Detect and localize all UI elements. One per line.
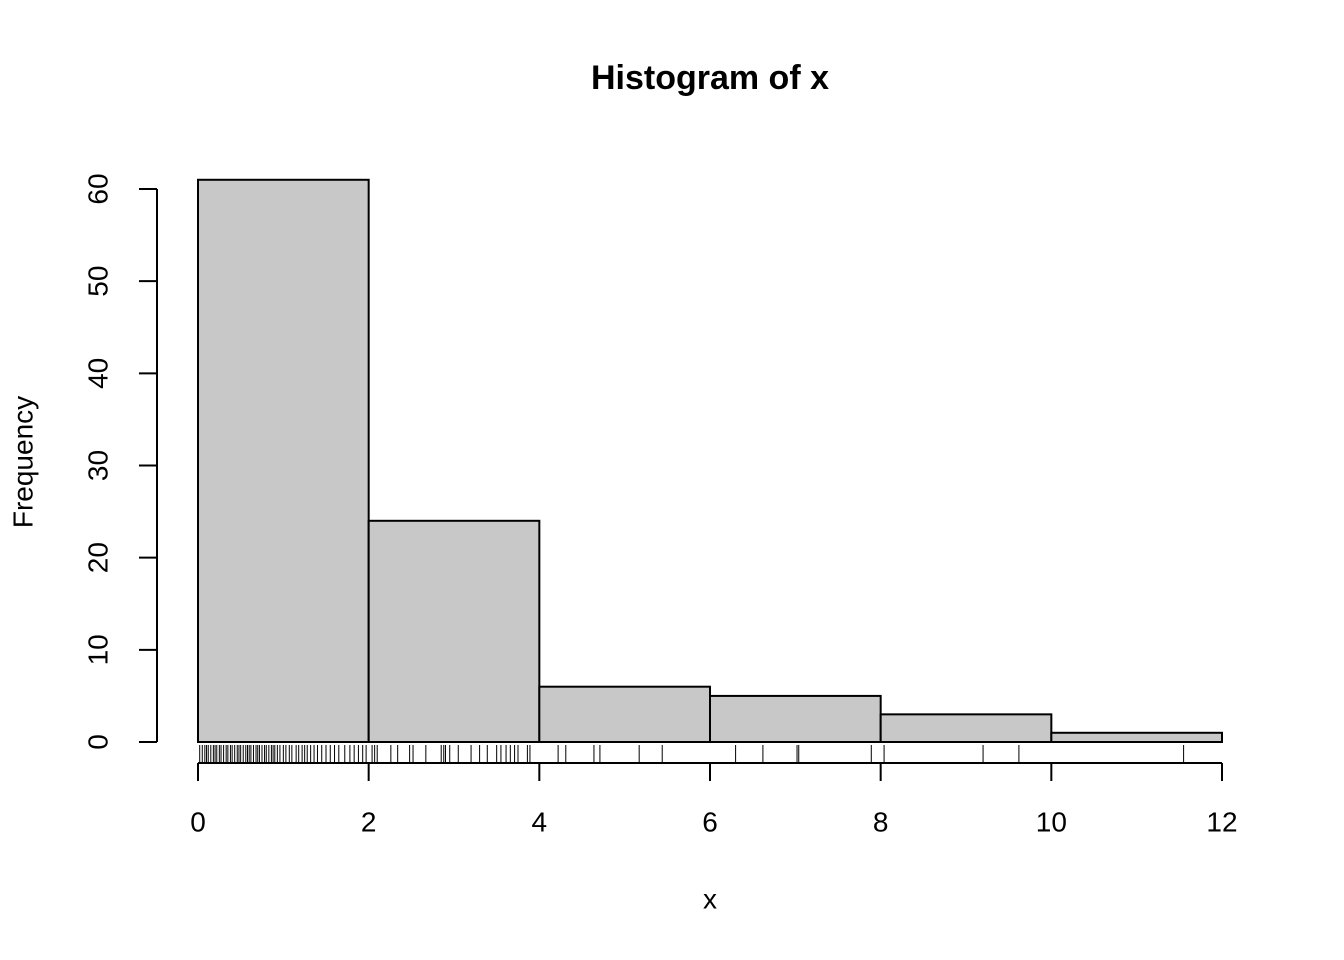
x-axis-label: x: [703, 883, 717, 914]
y-tick-label: 50: [82, 266, 113, 297]
y-tick-label: 60: [82, 173, 113, 204]
bar: [197, 178, 370, 744]
x-tick-label: 8: [873, 806, 889, 837]
y-axis-label: Frequency: [7, 396, 38, 528]
x-tick-label: 0: [190, 806, 206, 837]
bar: [1050, 731, 1224, 743]
chart-title: Histogram of x: [591, 59, 829, 97]
y-tick-label: 0: [82, 734, 113, 750]
bar: [367, 519, 541, 743]
y-tick-label: 30: [82, 450, 113, 481]
bar: [879, 713, 1053, 743]
x-tick-label: 6: [702, 806, 718, 837]
x-tick-label: 4: [532, 806, 548, 837]
x-tick-label: 12: [1206, 806, 1237, 837]
y-tick-label: 20: [82, 542, 113, 573]
y-tick-label: 40: [82, 358, 113, 389]
bar: [538, 685, 711, 744]
bar: [709, 694, 882, 744]
x-tick-label: 2: [361, 806, 377, 837]
y-tick-label: 10: [82, 634, 113, 665]
x-tick-label: 10: [1036, 806, 1067, 837]
